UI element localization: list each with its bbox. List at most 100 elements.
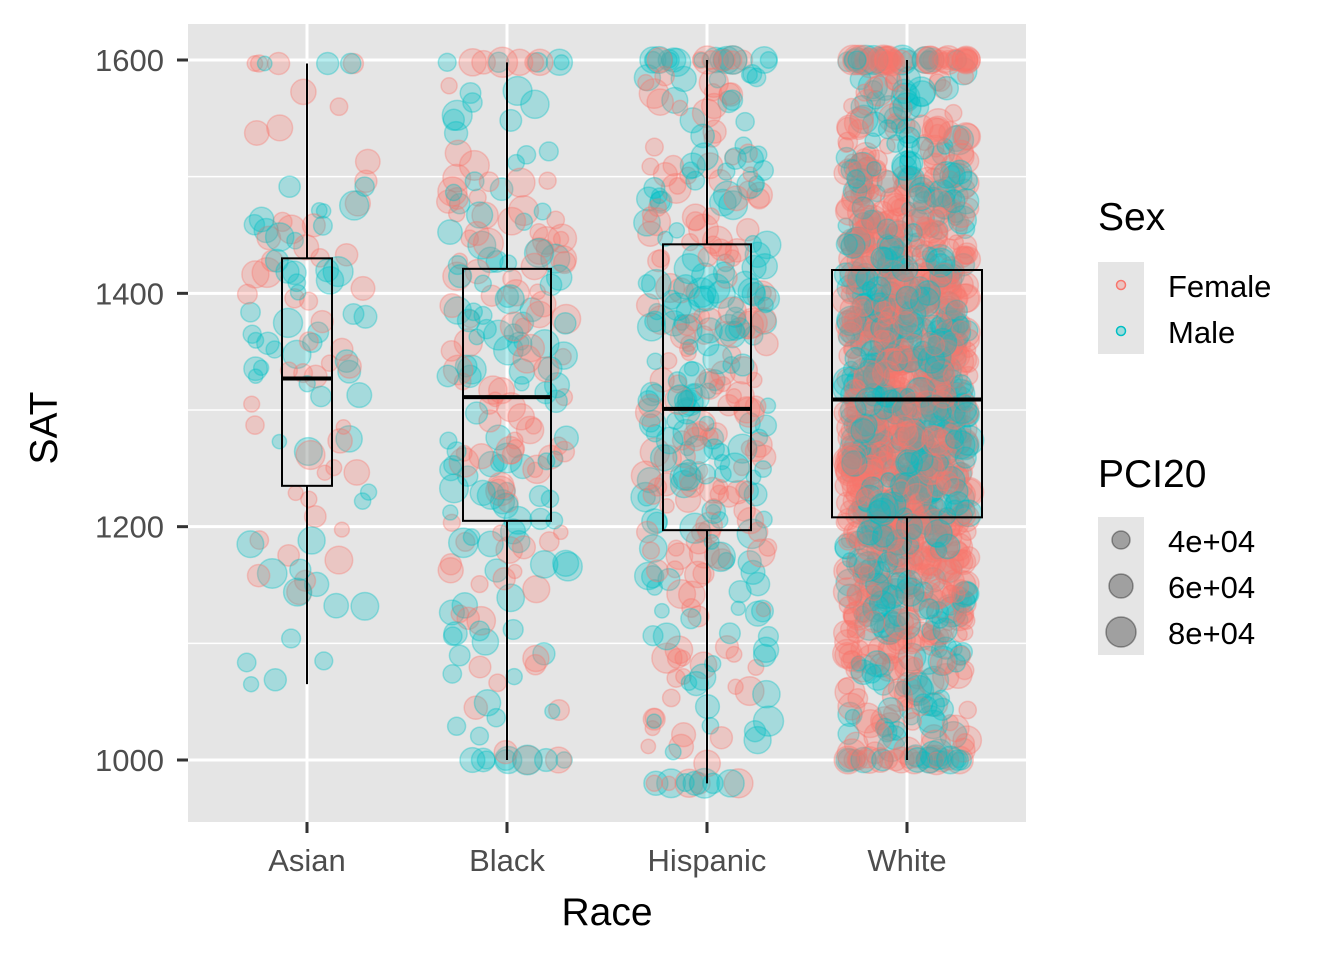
data-point [927,189,953,215]
pci20-legend-label-40k: 4e+04 [1168,524,1255,559]
data-point [898,126,921,149]
data-point [525,237,554,265]
data-point [691,420,710,439]
data-point [717,90,741,114]
data-point [520,89,550,120]
data-point [439,431,458,450]
data-point [649,190,671,213]
data-point [458,364,482,389]
data-point [646,46,673,74]
data-point [753,331,779,357]
data-point [861,432,879,451]
data-point [899,407,922,430]
data-point [289,283,307,301]
data-point [456,354,487,385]
data-point [683,560,712,589]
data-point [680,607,702,630]
data-point [312,215,333,236]
data-point [253,217,279,244]
data-point [679,472,705,498]
data-point [439,553,463,576]
data-point [955,218,976,240]
data-point [473,305,493,326]
data-point [471,49,497,75]
data-point [662,154,685,177]
y-tick-label: 1000 [95,743,164,778]
data-point [444,139,473,167]
data-point [907,448,925,465]
data-point [642,207,672,237]
data-point [706,279,736,309]
data-point [898,471,915,488]
data-point [708,378,726,395]
data-point [849,378,868,397]
data-point [701,499,727,525]
data-point [553,425,580,451]
data-point [334,349,359,374]
data-point [838,450,855,467]
data-point [952,725,983,756]
data-point [256,225,282,251]
data-point [733,499,756,522]
data-point [442,504,459,521]
data-point [478,375,508,405]
data-point [929,187,949,208]
data-point [667,277,694,304]
data-point [671,430,693,451]
data-point [738,143,759,164]
data-point [544,389,568,414]
data-point [545,264,573,291]
data-point [665,560,685,579]
data-point [668,222,686,239]
data-point [630,481,661,513]
data-point [854,306,886,338]
data-point [708,188,737,217]
data-point [540,243,571,274]
data-point [506,331,533,358]
data-point [671,99,689,117]
data-point [657,230,674,247]
data-point [668,176,687,195]
data-point [469,479,496,507]
data-point [685,211,706,232]
pci20-legend-title: PCI20 [1098,453,1206,496]
data-point [907,232,926,251]
data-point [532,642,556,666]
data-point [519,297,545,323]
data-point [858,569,889,601]
data-point [455,444,473,462]
data-point [442,163,472,193]
data-point [672,274,699,300]
data-point [929,648,956,676]
data-point [717,162,736,181]
data-point [442,663,463,684]
data-point [681,597,702,619]
data-point [840,463,860,483]
data-point [681,338,699,356]
data-point [473,688,502,717]
data-point [444,183,463,202]
data-point [661,688,681,708]
data-point [667,539,685,557]
data-point [679,152,706,179]
data-point [554,347,572,366]
sex-legend-label-male: Male [1168,315,1235,350]
data-point [700,382,717,400]
data-point [749,145,768,164]
data-point [493,739,518,765]
data-point [265,340,284,359]
data-point [256,558,288,589]
data-point [654,65,676,87]
data-point [533,202,552,221]
data-point [904,747,931,773]
data-point [906,185,932,211]
data-point [689,651,718,680]
data-point [747,658,765,676]
data-point [644,310,666,333]
data-point [855,156,880,180]
data-point [896,694,914,712]
data-point [661,775,677,792]
data-point [549,245,578,273]
data-point [855,83,874,102]
data-point [953,401,981,428]
